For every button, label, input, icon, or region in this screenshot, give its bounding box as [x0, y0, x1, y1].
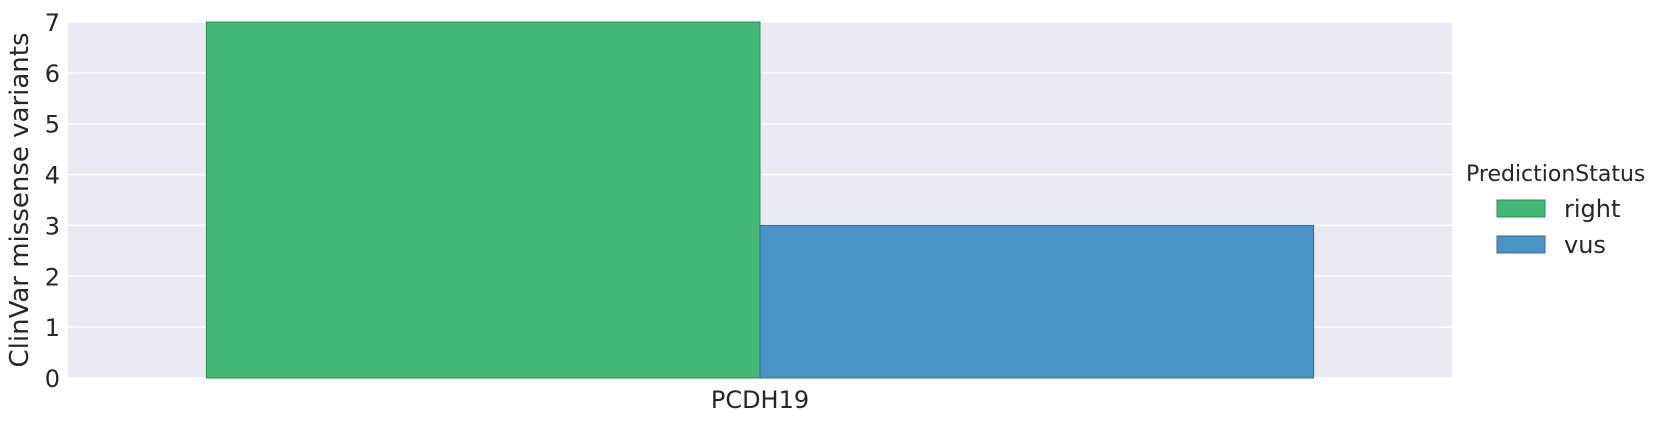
y-tick-label: 4	[45, 162, 60, 190]
legend-title: PredictionStatus	[1466, 162, 1645, 187]
y-axis-ticks: 0 1 2 3 4 5 6 7	[45, 9, 60, 393]
y-tick-label: 7	[45, 9, 60, 37]
y-tick-label: 5	[45, 111, 60, 139]
bar-right	[205, 21, 761, 379]
y-tick-label: 2	[45, 263, 60, 291]
legend-label-vus: vus	[1564, 231, 1606, 259]
y-tick-label: 6	[45, 60, 60, 88]
y-tick-label: 1	[45, 314, 60, 342]
x-axis-ticks: PCDH19	[711, 386, 809, 414]
legend-label-right: right	[1564, 195, 1620, 223]
bars	[205, 21, 1315, 379]
x-tick-label: PCDH19	[711, 386, 809, 414]
y-tick-label: 0	[45, 365, 60, 393]
bar-vus	[759, 224, 1315, 379]
legend-items: right vus	[1496, 195, 1620, 259]
legend: PredictionStatus right vus	[1466, 162, 1645, 259]
legend-swatch-right	[1496, 199, 1546, 218]
legend-swatch-vus	[1496, 235, 1546, 254]
y-tick-label: 3	[45, 212, 60, 240]
y-axis-label: ClinVar missense variants	[5, 32, 35, 367]
